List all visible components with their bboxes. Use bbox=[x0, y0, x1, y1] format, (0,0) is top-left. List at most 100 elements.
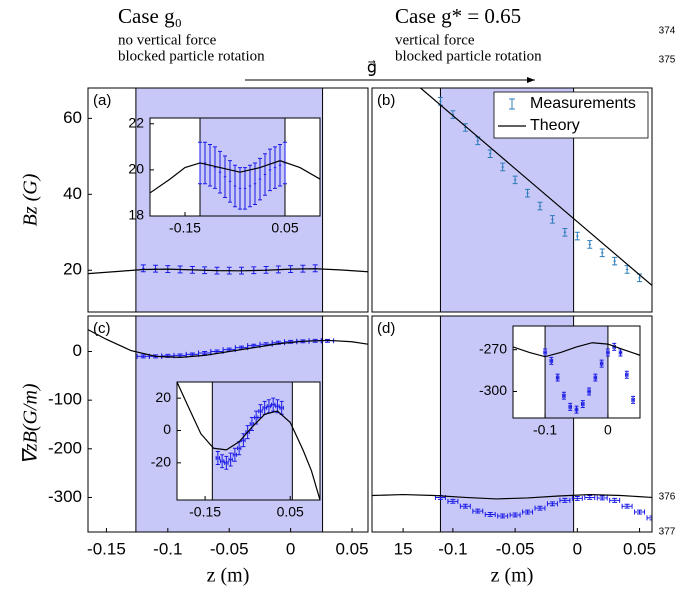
measurement-point bbox=[459, 503, 471, 509]
case-line: no vertical force bbox=[118, 32, 217, 48]
y-tick-label: -300 bbox=[48, 487, 82, 506]
measurement-point bbox=[624, 265, 630, 274]
x-tick-label: 0.05 bbox=[271, 220, 298, 236]
measurement-point bbox=[599, 248, 605, 258]
theory-curve bbox=[513, 342, 640, 358]
y-tick-label: 22 bbox=[128, 114, 144, 130]
measurement-point bbox=[249, 417, 255, 431]
line-number: 376 bbox=[659, 492, 676, 503]
measurement-point bbox=[462, 123, 468, 132]
panel-label: (b) bbox=[377, 92, 395, 109]
measurement-point bbox=[612, 256, 618, 266]
panel-label: (d) bbox=[377, 320, 395, 337]
measurement-point bbox=[509, 512, 521, 518]
measurement-point bbox=[472, 508, 484, 514]
measurement-point bbox=[561, 391, 566, 400]
measurement-point bbox=[258, 157, 262, 201]
y-axis-label: Bz (G) bbox=[20, 173, 42, 226]
x-axis-label: z (m) bbox=[207, 565, 250, 587]
axes-frame bbox=[149, 117, 321, 217]
case-line: blocked particle rotation bbox=[118, 48, 265, 64]
y-tick-label: 60 bbox=[63, 108, 82, 127]
measurement-point bbox=[228, 452, 233, 467]
legend-label: Measurements bbox=[530, 95, 636, 112]
measurement-point bbox=[605, 348, 610, 357]
x-tick-label: -0.15 bbox=[189, 504, 221, 520]
measurement-point bbox=[475, 136, 481, 146]
x-tick-label: 0.05 bbox=[335, 539, 368, 558]
measurement-point bbox=[213, 146, 217, 189]
measurement-point bbox=[537, 201, 543, 211]
measurement-point bbox=[233, 164, 237, 208]
shaded-region bbox=[544, 326, 609, 418]
measurement-point bbox=[584, 494, 596, 500]
y-tick-label: -200 bbox=[48, 438, 82, 457]
measurement-point bbox=[624, 370, 629, 379]
measurement-point bbox=[634, 509, 646, 515]
measurement-point bbox=[140, 264, 146, 273]
x-tick-label: -0.05 bbox=[210, 539, 249, 558]
shaded-region bbox=[211, 382, 293, 500]
y-tick-label: -270 bbox=[479, 340, 507, 356]
plot-area bbox=[513, 326, 640, 418]
measurement-point bbox=[203, 141, 207, 185]
theory-curve bbox=[88, 329, 368, 358]
arrow-label: g⃗ bbox=[367, 60, 377, 77]
measurement-point bbox=[450, 110, 456, 119]
legend-label: Theory bbox=[530, 117, 580, 134]
measurement-point bbox=[278, 144, 282, 187]
plot-area bbox=[177, 382, 320, 500]
x-tick-label: -0.1 bbox=[153, 539, 182, 558]
theory-curve bbox=[420, 88, 652, 286]
x-axis-label: z (m) bbox=[491, 565, 534, 587]
measurement-point bbox=[559, 497, 571, 503]
measurement-point bbox=[593, 373, 598, 382]
y-tick-label: 20 bbox=[155, 389, 171, 405]
measurement-point bbox=[522, 509, 534, 515]
y-tick-label: 20 bbox=[63, 260, 82, 279]
measurement-point bbox=[549, 215, 555, 224]
axes-frame bbox=[176, 381, 321, 501]
measurement-point bbox=[549, 356, 554, 365]
axes-frame bbox=[371, 315, 653, 533]
measurement-point bbox=[484, 511, 496, 517]
measurement-point bbox=[263, 153, 267, 196]
measurement-point bbox=[232, 447, 238, 462]
y-tick-label: -100 bbox=[48, 390, 82, 409]
measurement-point bbox=[224, 455, 229, 470]
y-tick-label: 18 bbox=[128, 207, 144, 223]
measurement-point bbox=[215, 451, 221, 465]
plot-area bbox=[372, 316, 652, 532]
x-tick-label: -0.15 bbox=[169, 220, 201, 236]
case-line: vertical force bbox=[395, 32, 475, 48]
measurement-point bbox=[562, 227, 568, 237]
measurement-point bbox=[219, 454, 225, 469]
y-tick-label: -300 bbox=[479, 382, 507, 398]
line-number: 374 bbox=[659, 26, 676, 37]
y-tick-label: 20 bbox=[128, 161, 144, 177]
measurement-point bbox=[283, 339, 298, 345]
theory-curve bbox=[88, 268, 368, 275]
legend-symbol bbox=[509, 98, 515, 110]
measurement-point bbox=[487, 149, 493, 158]
line-number: 375 bbox=[659, 55, 676, 66]
measurement-point bbox=[631, 395, 636, 404]
x-tick-label: 0.05 bbox=[277, 504, 304, 520]
theory-curve bbox=[372, 493, 652, 500]
shaded-region bbox=[199, 118, 286, 216]
measurement-point bbox=[243, 167, 247, 210]
measurement-point bbox=[500, 162, 506, 172]
measurement-point bbox=[596, 495, 608, 501]
case-line: blocked particle rotation bbox=[395, 48, 542, 64]
axes-frame bbox=[87, 87, 369, 313]
measurement-point bbox=[241, 433, 246, 448]
measurement-point bbox=[609, 497, 621, 503]
measurement-point bbox=[275, 399, 280, 414]
x-tick-label: 0 bbox=[604, 422, 612, 438]
axes-frame bbox=[512, 325, 641, 419]
panel-label: (c) bbox=[93, 320, 111, 337]
legend-box bbox=[493, 91, 649, 139]
measurement-point bbox=[574, 231, 580, 241]
y-tick-label: 0 bbox=[163, 421, 171, 437]
